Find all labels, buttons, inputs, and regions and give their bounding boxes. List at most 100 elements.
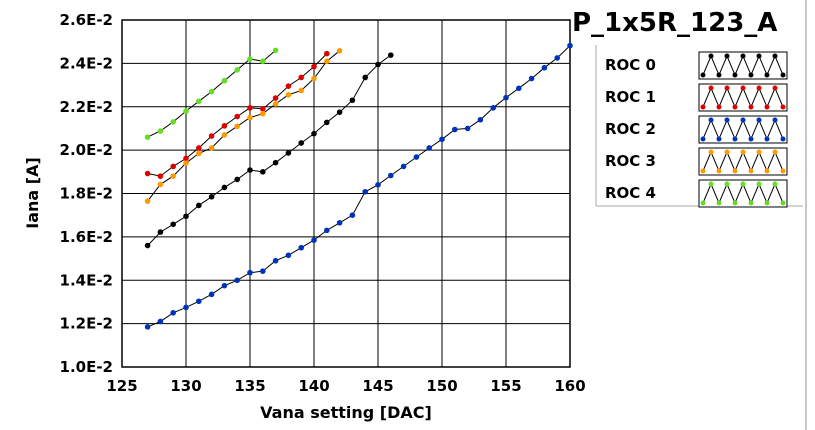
data-point	[298, 74, 305, 81]
data-point	[183, 155, 189, 162]
data-point	[221, 132, 228, 138]
data-point	[157, 173, 164, 179]
data-point	[157, 128, 164, 134]
data-point	[247, 114, 253, 121]
data-point	[247, 269, 253, 276]
data-point	[490, 105, 497, 111]
legend-marker	[724, 149, 730, 155]
data-point	[221, 282, 228, 289]
legend-marker	[748, 104, 754, 110]
data-point	[272, 159, 279, 166]
legend-marker	[740, 181, 746, 187]
data-point	[144, 170, 151, 177]
legend-marker	[716, 104, 722, 110]
data-point	[272, 95, 279, 101]
legend-marker	[780, 168, 786, 174]
data-point	[260, 58, 266, 65]
data-point	[208, 133, 215, 139]
data-point	[400, 163, 407, 170]
data-point	[324, 227, 330, 234]
data-point	[272, 101, 279, 107]
legend-marker	[772, 85, 778, 91]
data-point	[260, 268, 266, 274]
data-point	[170, 163, 176, 170]
y-tick-label: 2.0E-2	[60, 141, 113, 159]
legend-marker	[708, 53, 714, 59]
legend-item: ROC 3	[605, 147, 788, 176]
legend-marker	[740, 53, 746, 59]
data-point	[324, 58, 330, 65]
data-point	[362, 74, 369, 81]
legend-marker	[708, 181, 714, 187]
grid	[122, 20, 570, 367]
legend-marker	[732, 136, 738, 142]
series-roc-0	[144, 52, 394, 249]
x-tick-label: 150	[426, 377, 457, 395]
chart-title: P_1x5R_123_A	[572, 8, 777, 38]
x-tick-label: 125	[106, 377, 137, 395]
x-tick-label: 145	[362, 377, 393, 395]
data-point	[170, 173, 176, 179]
data-point	[196, 150, 202, 157]
data-point	[336, 109, 343, 115]
legend-label: ROC 3	[605, 152, 656, 170]
x-tick-label: 140	[298, 377, 329, 395]
data-point	[298, 244, 305, 251]
series-roc-3	[144, 47, 343, 204]
legend-marker	[780, 104, 786, 110]
y-tick-label: 2.6E-2	[60, 11, 113, 29]
data-point	[183, 160, 189, 166]
legend-marker	[772, 117, 778, 123]
legend-marker	[716, 72, 722, 78]
data-point	[554, 55, 560, 61]
data-point	[349, 212, 356, 218]
legend-label: ROC 0	[605, 56, 656, 74]
data-point	[221, 77, 228, 84]
legend-marker	[748, 168, 754, 174]
series-roc-1	[144, 50, 330, 179]
y-tick-label: 1.6E-2	[60, 228, 113, 246]
legend-marker	[732, 72, 738, 78]
legend-marker	[780, 136, 786, 142]
x-tick-label: 130	[170, 377, 201, 395]
data-point	[285, 150, 292, 156]
legend-marker	[716, 200, 722, 206]
legend-marker	[756, 117, 762, 123]
data-point	[285, 92, 292, 98]
data-point	[503, 94, 509, 101]
data-point	[170, 221, 176, 228]
legend-item: ROC 0	[605, 51, 788, 80]
data-point	[388, 52, 394, 58]
data-point	[311, 130, 317, 137]
legend-marker	[756, 85, 762, 91]
legend-marker	[724, 181, 730, 187]
data-point	[170, 309, 176, 316]
data-point	[413, 154, 420, 160]
legend-marker	[748, 72, 754, 78]
data-point	[439, 136, 445, 143]
legend-marker	[716, 168, 722, 174]
data-point	[208, 193, 215, 200]
legend-marker	[708, 85, 714, 91]
data-point	[336, 219, 343, 226]
y-tick-label: 1.0E-2	[60, 358, 113, 376]
data-point	[375, 182, 381, 188]
data-point	[260, 106, 266, 112]
legend-marker	[708, 149, 714, 155]
data-point	[375, 61, 381, 68]
data-point	[157, 318, 164, 325]
data-point	[144, 134, 151, 140]
data-point	[324, 50, 330, 57]
data-point	[324, 119, 330, 126]
data-point	[234, 176, 240, 183]
data-point	[157, 181, 164, 188]
data-point	[234, 123, 240, 130]
legend-marker	[748, 200, 754, 206]
data-point	[234, 67, 240, 73]
data-point	[234, 277, 240, 284]
data-point	[426, 145, 433, 151]
legend-marker	[764, 136, 770, 142]
data-point	[196, 145, 202, 151]
data-point	[311, 237, 317, 243]
x-axis-ticks: 125 130 135 140 145 150 155 160	[106, 377, 585, 395]
